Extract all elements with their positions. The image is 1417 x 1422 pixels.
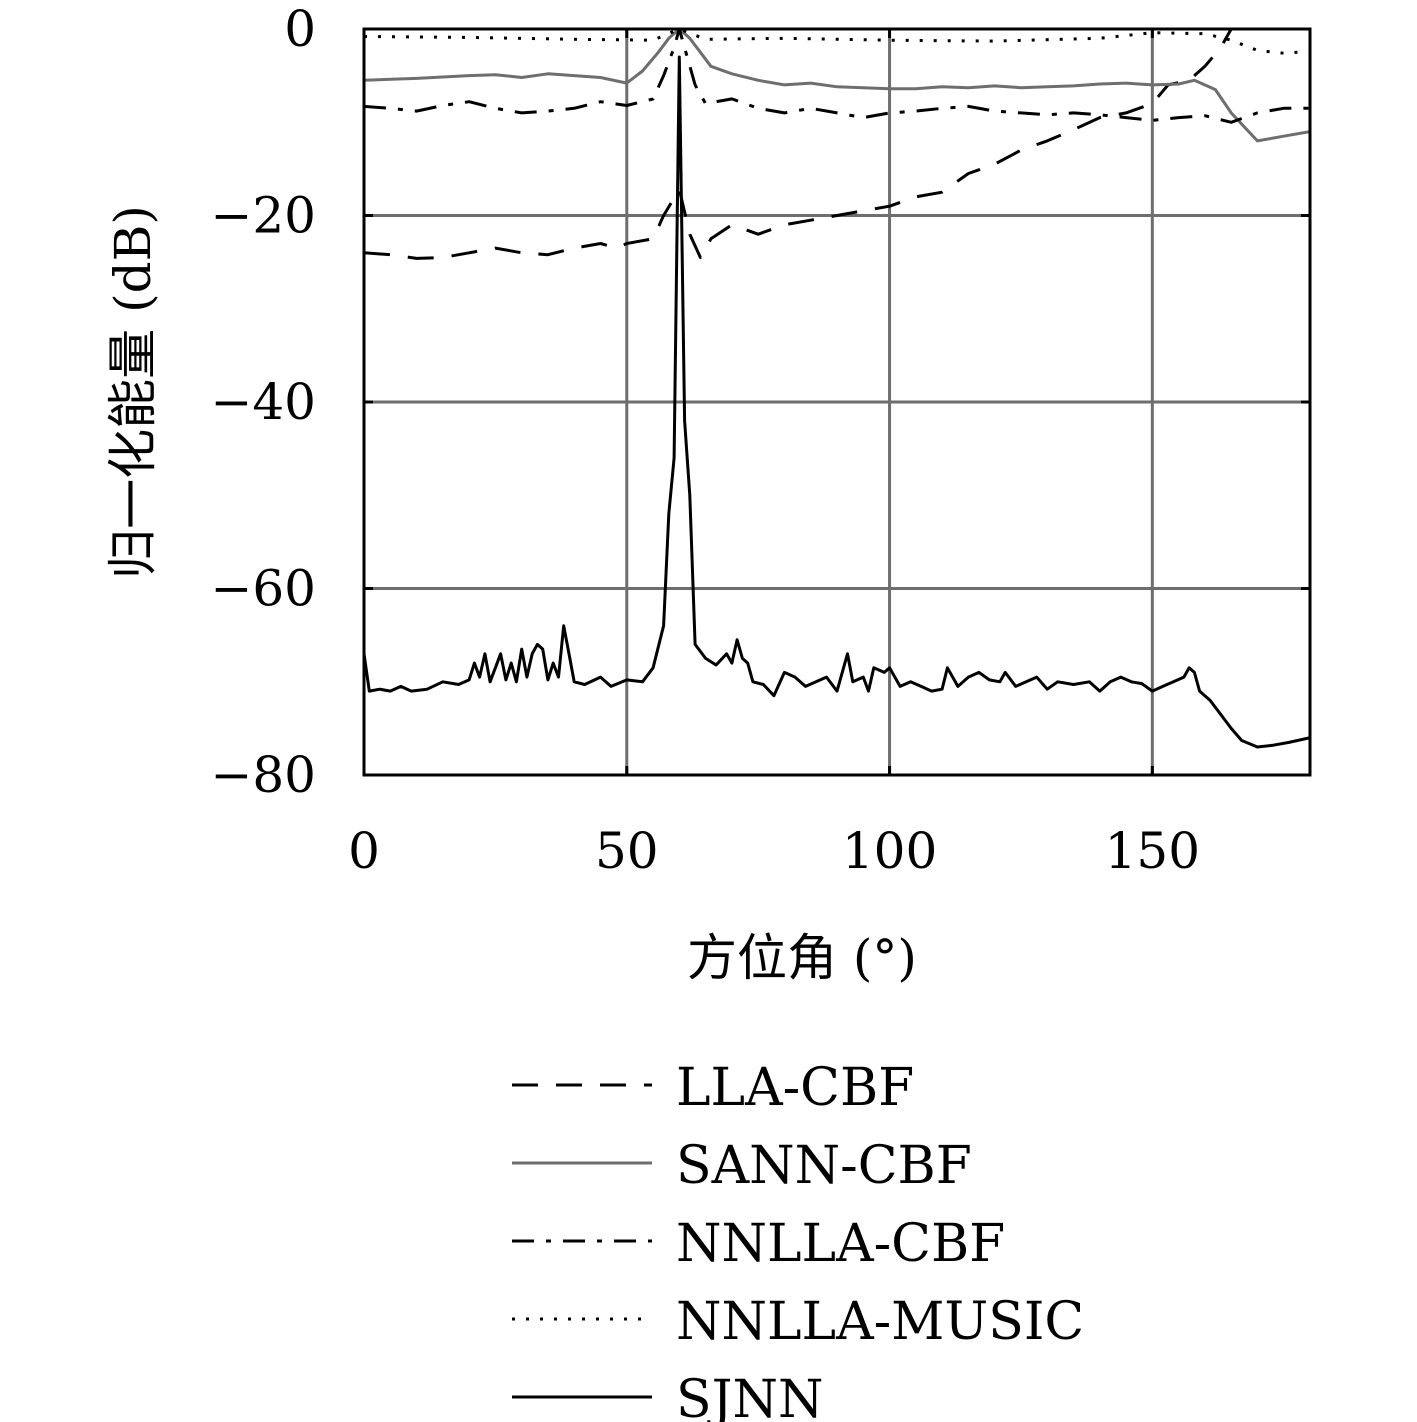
- y-axis-title: 归一化能量 (dB): [104, 205, 162, 579]
- y-tick-label: −40: [210, 373, 316, 431]
- legend-label-lla-cbf: LLA-CBF: [676, 1058, 914, 1118]
- legend-label-sann-cbf: SANN-CBF: [676, 1136, 972, 1196]
- legend: LLA-CBF SANN-CBF NNLLA-CBF NNLLA-MUSIC SJNN: [512, 1058, 1084, 1422]
- series-line-sann-cbf: [364, 29, 1310, 143]
- x-tick-label: 0: [348, 822, 380, 880]
- y-tick-label: 0: [284, 0, 316, 58]
- x-tick-label: 100: [842, 822, 937, 880]
- x-tick-label: 150: [1105, 822, 1200, 880]
- series-lines: [364, 29, 1310, 749]
- legend-label-sjnn: SJNN: [676, 1370, 823, 1422]
- y-tick-label: −20: [210, 187, 316, 245]
- series-line-lla-cbf: [364, 29, 1233, 260]
- legend-label-nnlla-cbf: NNLLA-CBF: [676, 1214, 1005, 1274]
- series-line-sjnn: [364, 55, 1310, 749]
- x-tick-label: 50: [595, 822, 659, 880]
- tick-labels: 0 50 100 150 0 −20 −40 −60 −80: [210, 0, 1200, 880]
- grid-lines: [364, 29, 1310, 775]
- tick-marks: [362, 27, 1310, 777]
- y-tick-label: −80: [210, 746, 316, 804]
- x-axis-title: 方位角 (°): [687, 929, 917, 987]
- legend-label-nnlla-music: NNLLA-MUSIC: [676, 1292, 1084, 1352]
- y-tick-label: −60: [210, 560, 316, 618]
- series-line-nnlla-cbf: [364, 29, 1310, 124]
- series-line-nnlla-music: [364, 29, 1310, 55]
